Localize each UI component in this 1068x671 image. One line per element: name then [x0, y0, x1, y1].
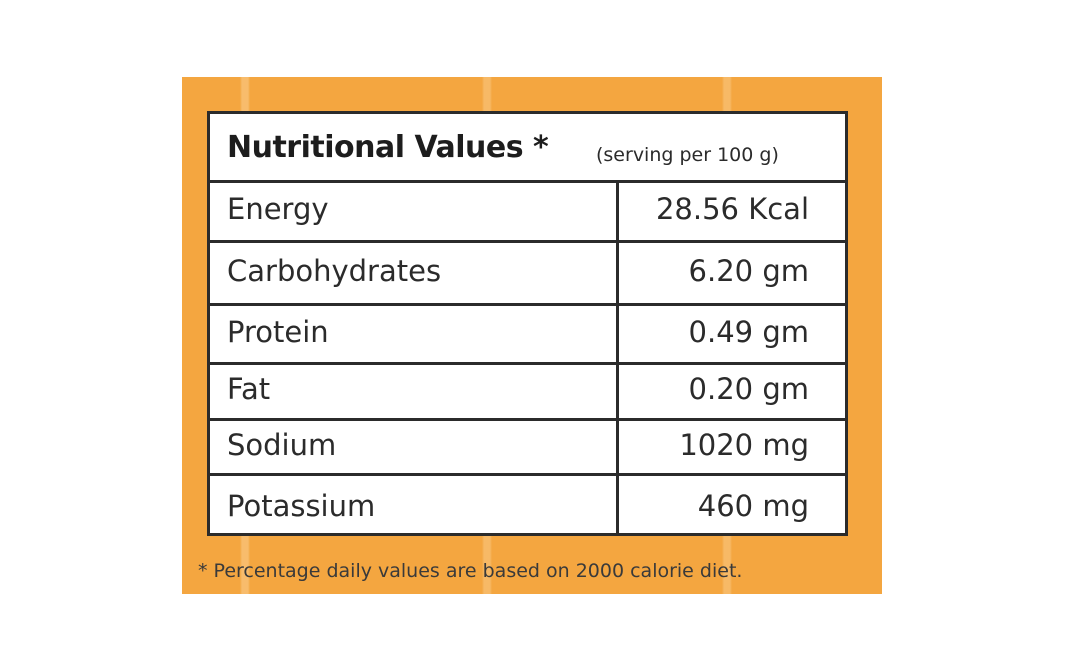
column-divider [616, 243, 619, 303]
nutrient-name: Protein [227, 315, 329, 349]
nutrient-name: Energy [227, 192, 329, 226]
table-row: Fat 0.20 gm [210, 365, 845, 421]
column-divider [616, 183, 619, 240]
nutrient-name: Carbohydrates [227, 254, 442, 288]
column-divider [616, 421, 619, 473]
footnote: * Percentage daily values are based on 2… [198, 560, 743, 582]
nutrient-value: 28.56 Kcal [655, 192, 809, 226]
column-divider [616, 365, 619, 418]
column-divider [616, 476, 619, 533]
nutrient-value: 1020 mg [679, 428, 809, 462]
column-divider [616, 306, 619, 362]
nutrient-value: 460 mg [697, 489, 809, 523]
nutrient-name: Fat [227, 372, 271, 406]
nutrient-name: Potassium [227, 489, 376, 523]
serving-note: (serving per 100 g) [596, 144, 779, 166]
table-row: Energy 28.56 Kcal [210, 183, 845, 243]
nutrient-value: 0.20 gm [688, 372, 809, 406]
table-header-row: Nutritional Values * (serving per 100 g) [210, 114, 845, 183]
table-row: Carbohydrates 6.20 gm [210, 243, 845, 306]
nutrient-name: Sodium [227, 428, 337, 462]
nutrient-value: 6.20 gm [688, 254, 809, 288]
table-row: Protein 0.49 gm [210, 306, 845, 365]
table-title: Nutritional Values * [227, 130, 549, 165]
table-row: Sodium 1020 mg [210, 421, 845, 476]
table-row: Potassium 460 mg [210, 476, 845, 533]
nutrition-table: Nutritional Values * (serving per 100 g)… [207, 111, 848, 536]
nutrient-value: 0.49 gm [688, 315, 809, 349]
